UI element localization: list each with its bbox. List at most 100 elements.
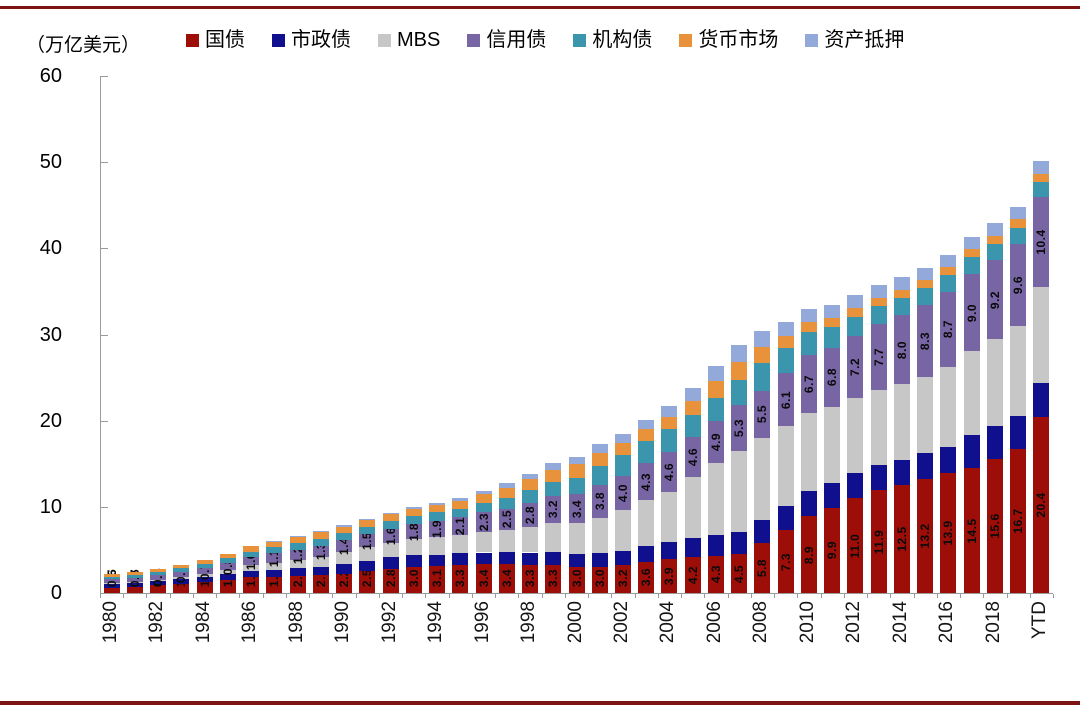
x-tick-mark: [704, 594, 706, 598]
x-tick-mark: [1053, 594, 1054, 598]
bar-segment-2: [243, 565, 260, 571]
bar-segment-4: [173, 568, 190, 572]
bar-segment-0: [359, 571, 376, 593]
bar-segment-6: [1010, 206, 1027, 220]
bar-segment-0: [196, 581, 213, 593]
bar-segment-1: [173, 579, 190, 584]
bar-segment-2: [452, 534, 469, 554]
bar-segment-1: [359, 560, 376, 572]
x-tick-label: 2006: [703, 601, 725, 644]
bar-value-label-信用债: 2.3: [476, 513, 491, 532]
bar-segment-5: [498, 487, 515, 498]
y-tick-label: 50: [39, 151, 62, 174]
bar-segment-1: [545, 551, 562, 565]
bar-segment-4: [870, 306, 887, 324]
x-tick-mark: [983, 594, 985, 598]
bar-segment-3: [359, 534, 376, 548]
bar-segment-4: [1010, 228, 1027, 244]
legend-item-1: 市政债: [272, 30, 351, 50]
bar-segment-2: [824, 406, 841, 483]
bar-segment-6: [359, 518, 376, 521]
bar-segment-4: [243, 551, 260, 557]
bar-segment-2: [940, 366, 957, 447]
bar-value-label-国债: 3.2: [615, 568, 630, 587]
bar-segment-3: [336, 540, 353, 553]
bar-value-label-国债: 3.9: [662, 567, 677, 586]
bar-segment-3: [150, 575, 167, 580]
bar-value-label-信用债: 1.8: [406, 522, 421, 541]
bar-segment-5: [893, 289, 910, 298]
bar-segment-3: [243, 556, 260, 566]
bar-segment-3: [707, 420, 724, 463]
bar-segment-5: [312, 531, 329, 540]
bar-segment-3: [754, 390, 771, 439]
bar-segment-0: [824, 507, 841, 593]
bar-segment-3: [429, 521, 446, 538]
bar-segment-5: [684, 400, 701, 415]
x-tick-mark: [123, 594, 125, 598]
bar-segment-0: [661, 559, 678, 593]
x-tick-mark: [750, 594, 752, 598]
bar-value-label-信用债: 3.4: [569, 499, 584, 518]
bar-value-label-国债: 2.8: [383, 568, 398, 587]
bar-segment-0: [475, 563, 492, 593]
bar-segment-0: [1033, 417, 1050, 593]
bar-segment-2: [289, 559, 306, 569]
x-tick-label: 2012: [843, 601, 865, 644]
bar-segment-0: [545, 564, 562, 593]
bar-value-label-信用债: 5.5: [755, 405, 770, 424]
bar-segment-4: [963, 257, 980, 274]
bar-segment-5: [150, 568, 167, 572]
bar-segment-3: [126, 577, 143, 582]
x-tick-mark: [1029, 594, 1031, 598]
x-tick-label: 1986: [239, 601, 261, 644]
bar-segment-1: [754, 519, 771, 543]
bar-value-label-国债: 3.4: [476, 568, 491, 587]
bar-segment-5: [917, 280, 934, 289]
bar-segment-2: [638, 500, 655, 546]
bar-segment-2: [150, 579, 167, 582]
bar-segment-6: [893, 277, 910, 290]
y-tick-label: 10: [39, 495, 62, 518]
bar-segment-2: [1010, 326, 1027, 416]
x-tick-mark: [402, 594, 404, 598]
bar-value-label-国债: 3.3: [453, 568, 468, 587]
bar-segment-0: [568, 567, 585, 593]
bar-segment-2: [800, 412, 817, 492]
bar-value-label-国债: 4.5: [732, 564, 747, 583]
bar-segment-0: [940, 473, 957, 593]
x-tick-label: 1992: [378, 601, 400, 644]
x-tick-mark: [216, 594, 218, 598]
x-tick-label: 2000: [564, 601, 586, 644]
y-tick-mark: [101, 420, 108, 422]
bar-segment-6: [429, 502, 446, 506]
bar-segment-3: [1010, 243, 1027, 327]
legend-swatch-icon: [573, 33, 587, 47]
x-tick-label: 1984: [192, 601, 214, 644]
bar-segment-1: [312, 566, 329, 575]
bar-segment-0: [452, 564, 469, 593]
bar-segment-4: [429, 512, 446, 522]
bar-segment-3: [940, 291, 957, 367]
legend-label: MBS: [397, 29, 441, 51]
bar-segment-4: [986, 244, 1003, 261]
bar-segment-6: [777, 321, 794, 337]
y-axis-line: [100, 76, 101, 593]
bar-segment-1: [219, 573, 236, 581]
bar-segment-1: [405, 555, 422, 568]
bar-value-label-信用债: 2.5: [499, 510, 514, 529]
bar-value-label-国债: 11.0: [848, 533, 863, 558]
bar-segment-3: [591, 484, 608, 518]
bar-segment-1: [870, 465, 887, 491]
y-tick-label: 0: [50, 582, 62, 604]
bar-segment-3: [219, 562, 236, 570]
bar-segment-4: [661, 428, 678, 453]
bar-segment-3: [1033, 197, 1050, 287]
x-tick-label: 1994: [425, 601, 447, 644]
bar-segment-0: [173, 583, 190, 593]
bar-segment-2: [312, 557, 329, 567]
bar-segment-6: [382, 512, 399, 515]
bar-value-label-国债: 4.2: [685, 565, 700, 584]
bar-segment-6: [638, 419, 655, 430]
bottom-divider-rule: [0, 701, 1080, 705]
